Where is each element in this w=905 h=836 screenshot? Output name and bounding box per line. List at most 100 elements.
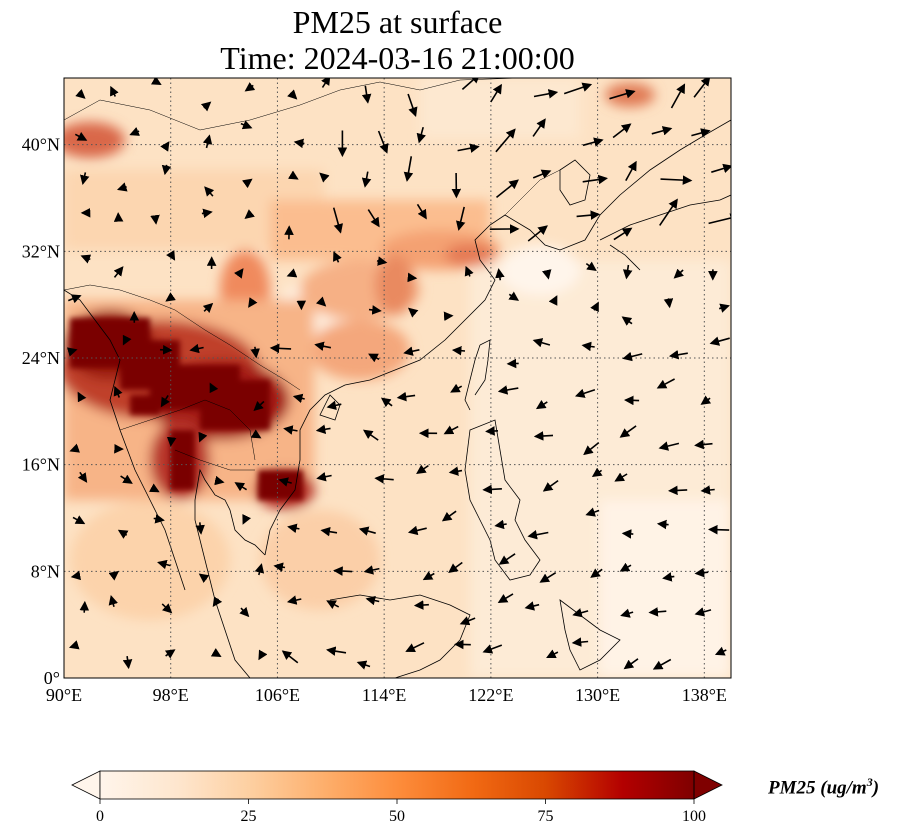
longitude-tick-labels: 90°E 98°E 106°E 114°E 122°E 130°E 138°E [46,685,727,705]
wind-arrow [659,198,678,226]
coastlines [64,119,731,678]
wind-arrow [524,601,540,611]
wind-arrow [361,85,372,104]
wind-arrow [711,163,731,174]
colorbar-extend-high [693,770,723,800]
wind-arrow [591,467,603,477]
wind-arrow [625,160,637,181]
wind-arrow [287,170,299,180]
wind-arrow [201,208,213,219]
wind-arrow [532,118,546,137]
wind-arrow [278,477,292,487]
wind-arrow [612,123,632,139]
wind-arrow [209,382,219,394]
wind-arrow [108,595,118,608]
wind-arrow [648,607,667,617]
wind-arrow [403,156,414,182]
wind-arrow [497,593,514,604]
wind-arrow [708,524,730,535]
longitude-label: 138°E [682,685,727,705]
wind-arrow [368,353,380,363]
wind-arrow [609,89,636,100]
wind-arrow [457,143,480,153]
wind-arrow [250,346,260,359]
wind-arrow [129,127,141,136]
wind-arrow [214,475,225,486]
wind-arrow [403,346,420,356]
wind-arrow [407,272,418,283]
wind-arrow [80,254,92,264]
wind-arrow [700,485,715,495]
wind-arrow [571,637,589,647]
wind-arrow [619,562,632,572]
wind-arrow [485,426,499,436]
wind-arrow [582,137,604,147]
longitude-label: 90°E [46,685,82,705]
wind-arrow [535,399,548,410]
wind-arrow [416,203,427,220]
wind-arrow [79,600,90,613]
wind-vectors [66,78,731,670]
wind-arrow [286,595,302,605]
wind-arrow [161,164,172,176]
wind-arrow [116,182,128,192]
wind-arrow [258,649,268,661]
wind-arrow [532,338,551,348]
wind-arrow [233,268,244,279]
wind-arrow [708,213,731,225]
wind-arrow [542,479,559,492]
wind-arrow [250,429,262,439]
map-time-subtitle: Time: 2024-03-16 21:00:00 [220,40,575,76]
wind-arrow [376,256,388,266]
wind-arrow [407,307,419,318]
wind-arrow [405,642,425,653]
wind-arrow [448,466,463,476]
wind-arrow [316,296,327,307]
colorbar-tick-label: 0 [96,808,104,825]
wind-arrow [508,291,520,301]
wind-arrow [623,658,639,670]
wind-arrow [161,603,173,614]
wind-arrow [548,295,558,306]
wind-arrow [70,570,82,581]
wind-arrow [292,393,305,404]
wind-arrow [148,483,160,493]
longitude-label: 122°E [468,685,513,705]
wind-arrow [416,126,426,144]
wind-arrow [495,128,516,153]
wind-arrow [542,269,552,280]
wind-arrow [663,298,674,309]
colorbar-tick-label: 50 [389,808,405,825]
wind-arrow [314,341,332,351]
wind-arrow [533,431,554,441]
wind-arrow [362,429,379,441]
wind-arrow [451,345,466,356]
graticule [64,78,731,678]
wind-arrow [166,250,176,261]
wind-arrow [582,174,608,185]
wind-arrow [356,660,371,670]
map-frame [63,77,732,679]
wind-arrow [189,343,204,354]
longitude-label: 106°E [255,685,300,705]
wind-arrow [75,88,86,99]
wind-arrow [293,138,305,149]
wind-arrow [718,303,730,313]
wind-arrow [166,436,177,447]
colorbar-tick-label: 75 [538,808,554,825]
wind-arrow [546,649,559,659]
wind-arrow [691,128,711,138]
wind-arrow [673,268,684,279]
wind-arrow [319,172,330,183]
wind-arrow [287,523,300,534]
latitude-label: 40°N [22,135,60,155]
wind-arrow [212,596,223,608]
wind-arrow [670,83,686,109]
wind-arrow [585,507,600,517]
wind-arrow [461,78,481,91]
wind-arrow [380,397,393,408]
latitude-label: 8°N [31,561,60,581]
country-borders [64,78,561,471]
wind-arrow [620,608,634,618]
